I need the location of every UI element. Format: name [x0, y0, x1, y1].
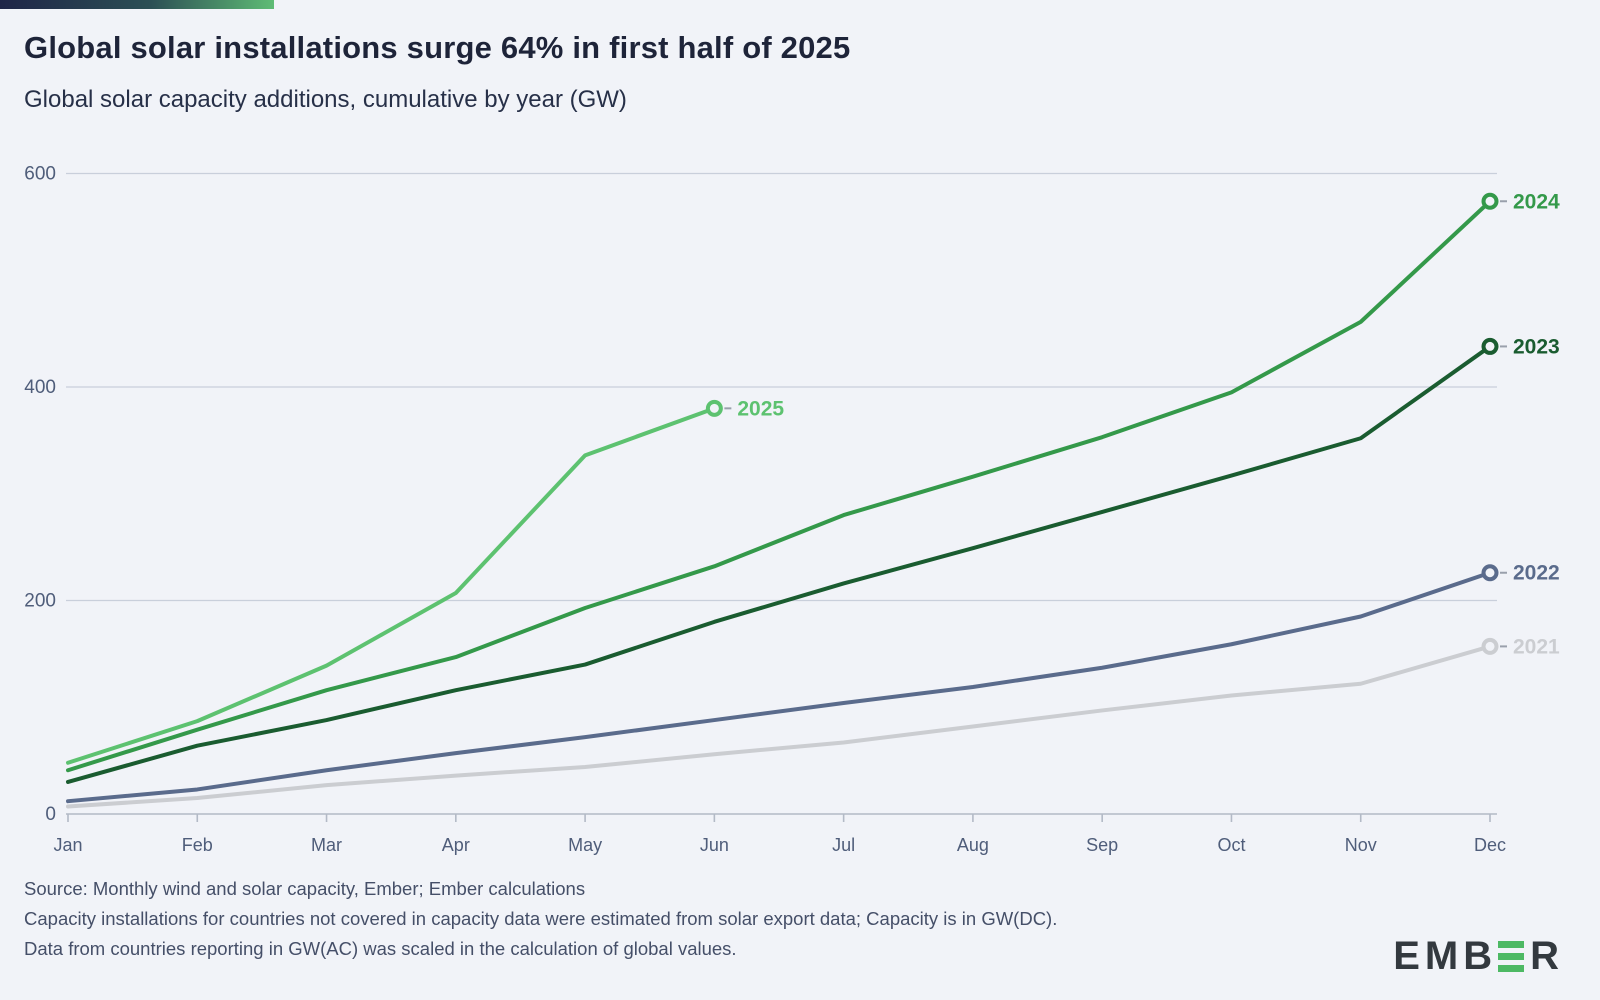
series-line-2021 — [66, 644, 1492, 809]
source-line-2: Capacity installations for countries not… — [24, 908, 1058, 929]
series-endpoint-2024 — [1481, 192, 1499, 210]
y-tick-label-200: 200 — [24, 591, 56, 612]
series-line-2022 — [66, 570, 1492, 804]
series-label-2023: 2023 — [1513, 335, 1560, 358]
series-line-2025 — [66, 406, 717, 765]
ember-logo: EMB R — [1393, 934, 1564, 978]
x-tick-label-Dec: Dec — [1474, 835, 1506, 855]
y-tick-label-600: 600 — [24, 164, 56, 185]
brand-gradient-bar — [0, 0, 274, 9]
x-tick-label-Aug: Aug — [957, 835, 989, 855]
y-tick-label-0: 0 — [45, 804, 56, 825]
source-line-3: Data from countries reporting in GW(AC) … — [24, 938, 737, 959]
x-tick-label-Sep: Sep — [1086, 835, 1118, 855]
x-tick-label-Mar: Mar — [311, 835, 342, 855]
logo-text-emb: EMB — [1393, 934, 1498, 978]
x-tick-label-May: May — [568, 835, 602, 855]
x-tick-label-Feb: Feb — [182, 835, 213, 855]
chart-subtitle: Global solar capacity additions, cumulat… — [24, 86, 627, 113]
source-line-1: Source: Monthly wind and solar capacity,… — [24, 878, 586, 899]
x-tick-label-Jun: Jun — [700, 835, 729, 855]
series-label-2025: 2025 — [737, 397, 784, 420]
x-tick-label-Nov: Nov — [1345, 835, 1377, 855]
x-tick-label-Jan: Jan — [53, 835, 82, 855]
series-line-2024 — [66, 199, 1492, 773]
logo-text-r: R — [1530, 934, 1564, 978]
x-tick-label-Apr: Apr — [442, 835, 470, 855]
series-label-2021: 2021 — [1513, 635, 1560, 658]
series-label-2022: 2022 — [1513, 562, 1560, 585]
series-endpoint-2021 — [1481, 637, 1499, 655]
series-endpoint-2023 — [1481, 337, 1499, 355]
source-notes: Source: Monthly wind and solar capacity,… — [24, 874, 1354, 964]
series-endpoint-2025 — [705, 399, 723, 417]
chart-title: Global solar installations surge 64% in … — [24, 30, 851, 65]
series-label-2024: 2024 — [1513, 190, 1560, 213]
x-tick-label-Jul: Jul — [832, 835, 855, 855]
x-tick-label-Oct: Oct — [1217, 835, 1245, 855]
y-tick-label-400: 400 — [24, 377, 56, 398]
series-endpoint-2022 — [1481, 564, 1499, 582]
logo-bar-e-icon — [1498, 938, 1525, 974]
series-line-2023 — [66, 344, 1492, 784]
